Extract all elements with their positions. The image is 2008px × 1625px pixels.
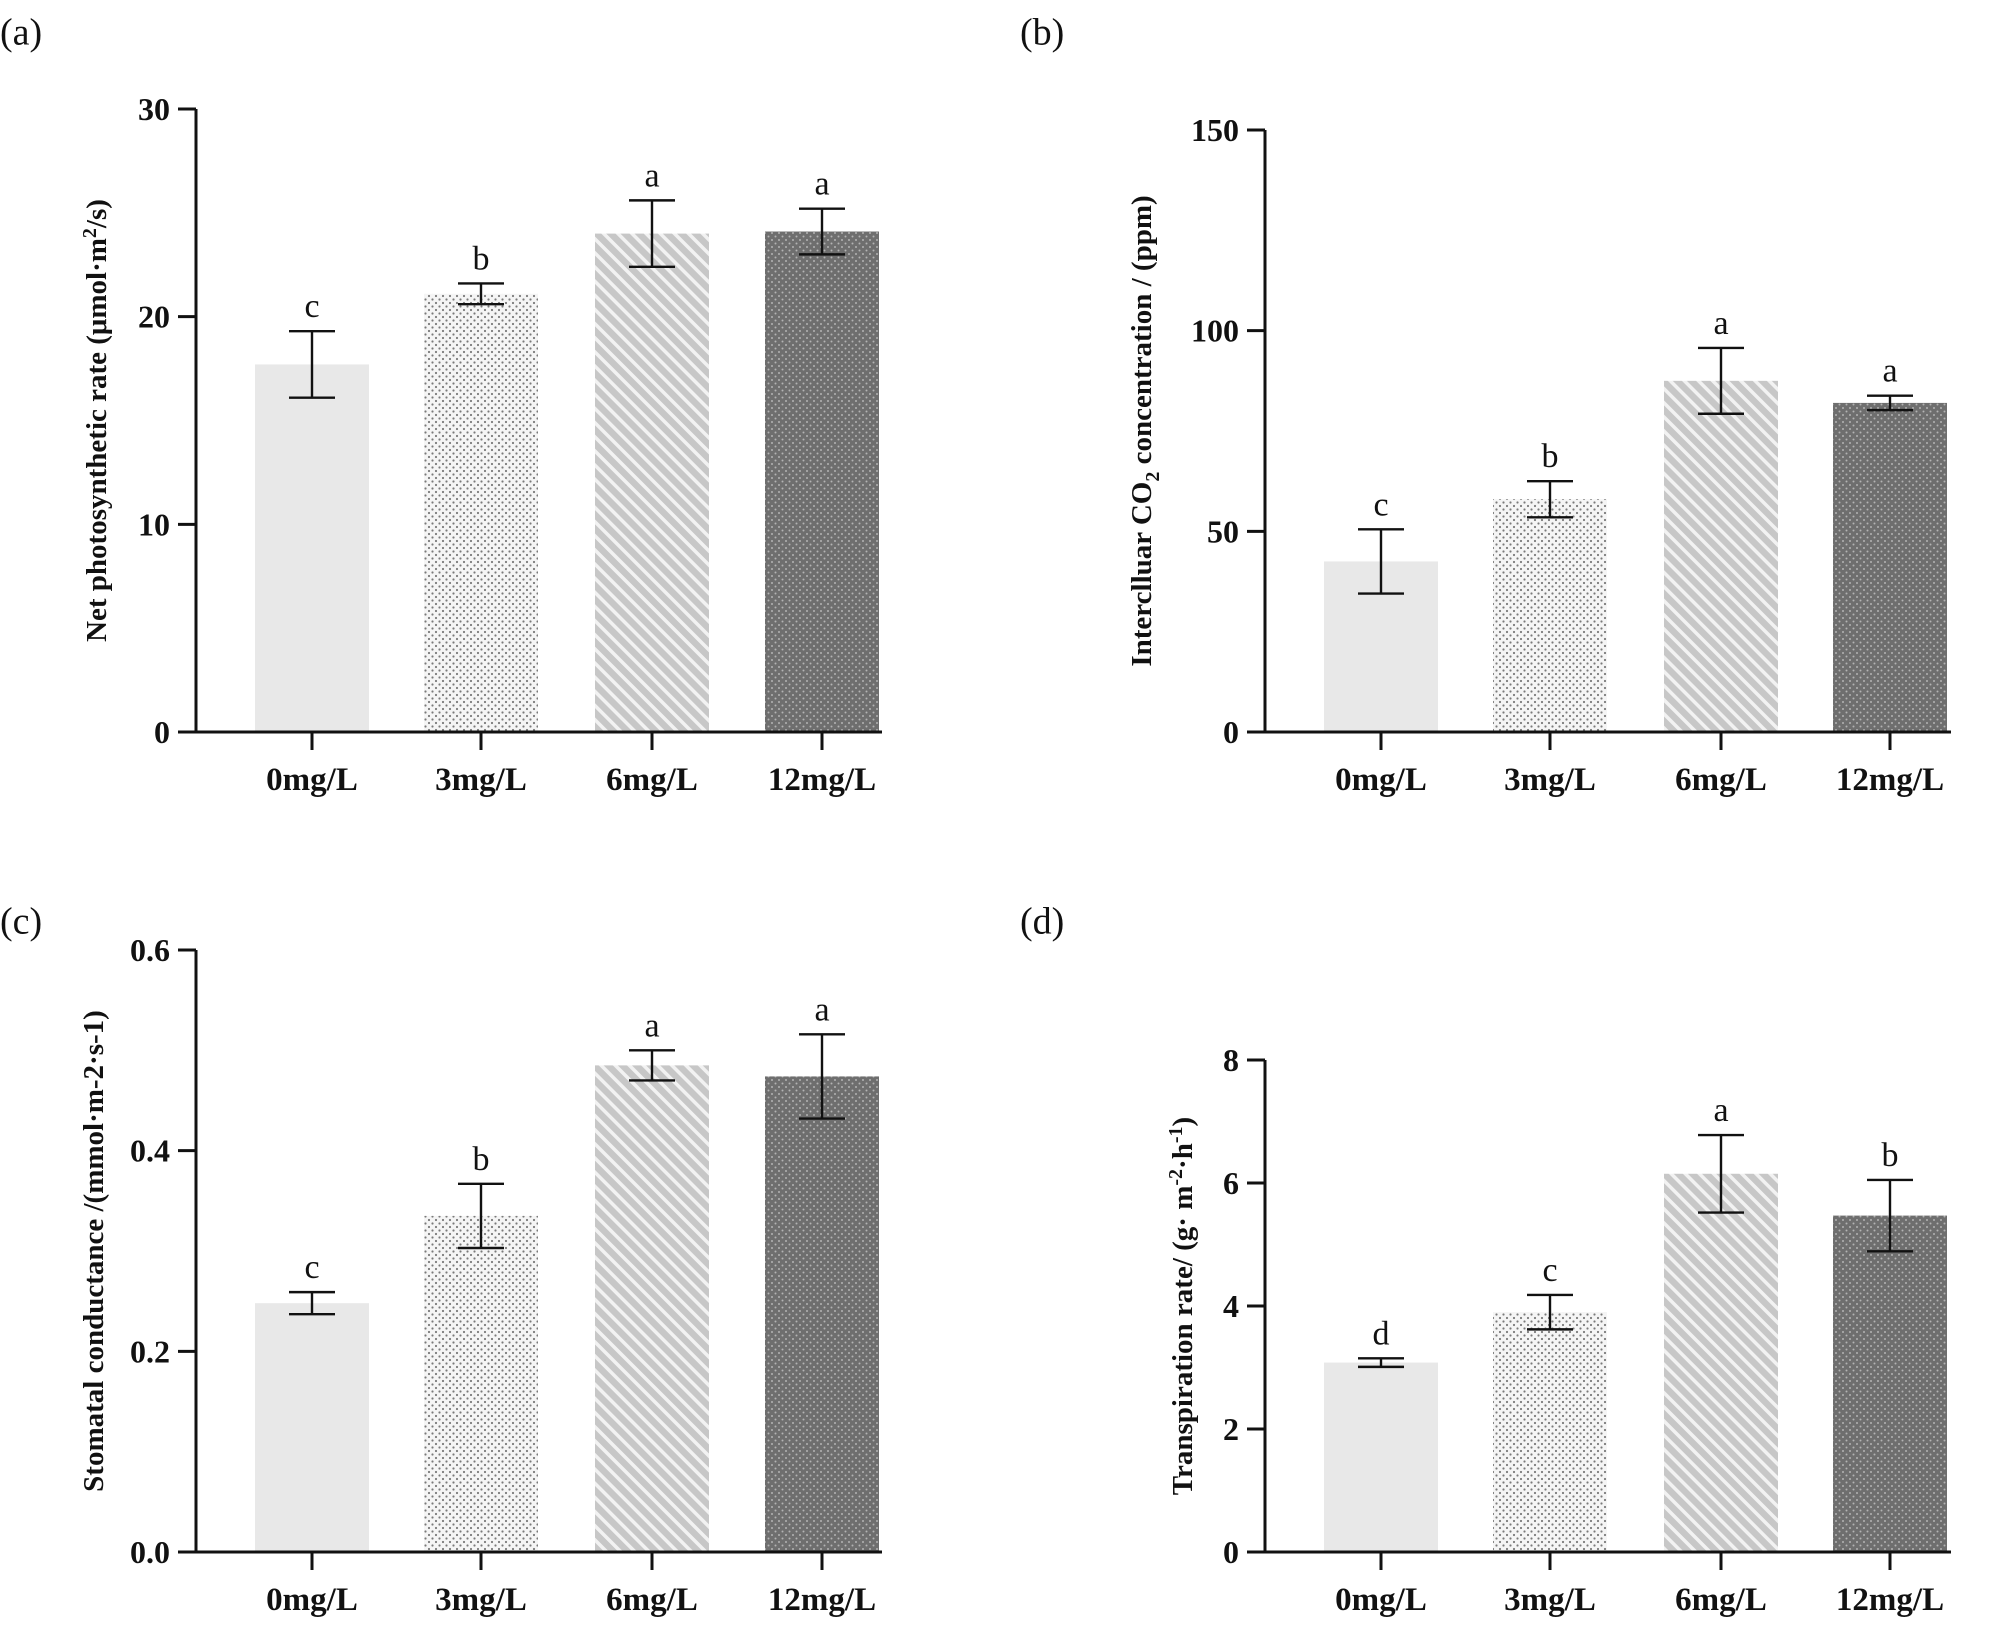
y-tick-label: 100 [1191,313,1239,349]
significance-label: c [304,1249,319,1286]
y-tick-label: 0.0 [130,1534,170,1570]
x-tick-label: 6mg/L [606,762,698,798]
error-bar [1867,1178,1913,1253]
panel-label: (d) [1020,901,1064,943]
bar [595,1065,709,1552]
y-axis-label: Transpiration rate/ (g· m-2·h-1) [1165,1117,1199,1495]
error-bar [289,330,335,399]
y-tick-label: 0.4 [130,1133,170,1169]
x-tick-label: 12mg/L [1836,762,1944,798]
error-bar [799,207,845,256]
y-tick-label: 4 [1223,1288,1239,1324]
x-tick-label: 12mg/L [768,1582,876,1618]
y-tick-label: 6 [1223,1165,1239,1201]
bar [255,364,369,732]
panel-b: (b) c b a a 0 50 100 150 0mg/L 3mg/L 6mg/L 12mg/L Int… [1020,12,1951,798]
y-tick-label: 30 [138,91,170,127]
y-tick-label: 2 [1223,1411,1239,1447]
x-tick-label: 3mg/L [435,1582,527,1618]
y-axis-label: Net photosynthetic rate (μmol·m2/s) [79,199,113,642]
error-bar [458,1182,504,1250]
error-bar [1527,479,1573,519]
significance-label: c [304,288,319,325]
y-tick-label: 20 [138,299,170,335]
significance-label: a [814,166,829,203]
significance-label: a [644,157,659,194]
error-bar [629,1049,675,1082]
x-tick-label: 6mg/L [1675,762,1767,798]
x-tick-label: 0mg/L [266,1582,358,1618]
x-tick-label: 3mg/L [1504,762,1596,798]
y-tick-label: 0 [1223,1534,1239,1570]
x-tick-label: 0mg/L [266,762,358,798]
significance-label: b [1882,1137,1899,1174]
bar [1664,380,1778,732]
significance-label: a [814,991,829,1028]
x-tick-label: 0mg/L [1335,1582,1427,1618]
bar [424,1215,538,1552]
y-axis-label: Interclluar CO2 concentration / (ppm) [1126,195,1164,666]
error-bar [458,282,504,306]
bar [1664,1173,1778,1552]
significance-label: c [1542,1252,1557,1289]
error-bar [1698,346,1744,415]
error-bar [1698,1133,1744,1214]
y-tick-label: 0.2 [130,1333,170,1369]
significance-label: c [1373,486,1388,523]
significance-label: a [644,1007,659,1044]
significance-label: a [1713,305,1728,342]
error-bar [629,199,675,269]
x-tick-label: 12mg/L [768,762,876,798]
panel-c: (c) c b a a 0.0 0.2 0.4 0.6 0mg/L 3mg/L 6mg/L 12mg/L… [0,901,882,1618]
error-bar [1358,528,1404,595]
x-tick-label: 6mg/L [1675,1582,1767,1618]
y-tick-label: 0 [1223,714,1239,750]
y-axis-label: Stomatal conductance /(mmol·m-2·s-1) [78,1010,110,1492]
bar [1493,499,1607,732]
error-bar [1358,1357,1404,1369]
panel-label: (c) [0,901,42,943]
y-tick-label: 0.6 [130,932,170,968]
panel-a: (a) c b a a 0 10 20 30 0mg/L 3mg/L 6mg/L 12mg/L Net p… [0,12,882,798]
bar [1493,1312,1607,1552]
x-tick-label: 0mg/L [1335,762,1427,798]
bar [765,231,879,733]
error-bar [1527,1293,1573,1331]
x-tick-label: 6mg/L [606,1582,698,1618]
panel-d: (d) d c a b 0 2 4 6 8 0mg/L 3mg/L 6mg/L 12mg/L Transpi… [1020,901,1951,1618]
x-tick-label: 12mg/L [1836,1582,1944,1618]
y-tick-label: 50 [1207,513,1239,549]
significance-label: a [1882,353,1897,390]
bar [765,1076,879,1552]
y-tick-label: 0 [154,714,170,750]
error-bar [799,1033,845,1120]
significance-label: d [1373,1315,1390,1352]
error-bar [289,1290,335,1316]
x-tick-label: 3mg/L [435,762,527,798]
bar [1324,1362,1438,1552]
bar [1833,402,1947,732]
y-tick-label: 8 [1223,1042,1239,1078]
bar [595,233,709,732]
bar [1833,1215,1947,1552]
significance-label: a [1713,1092,1728,1129]
bar [255,1303,369,1552]
significance-label: b [1542,438,1559,475]
significance-label: b [473,1141,490,1178]
y-tick-label: 150 [1191,112,1239,148]
panel-label: (b) [1020,12,1064,54]
error-bar [1867,394,1913,412]
bar [424,293,538,732]
y-tick-label: 10 [138,506,170,542]
significance-label: b [473,240,490,277]
x-tick-label: 3mg/L [1504,1582,1596,1618]
panel-label: (a) [0,12,42,54]
